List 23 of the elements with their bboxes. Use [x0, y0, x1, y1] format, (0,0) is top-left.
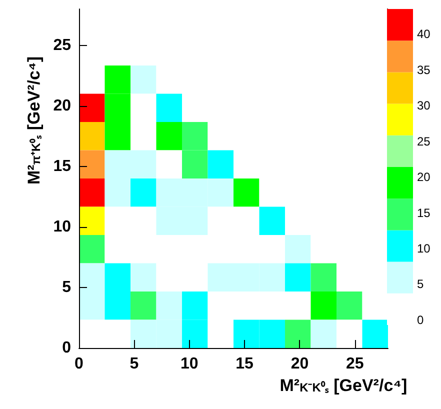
color-bar-label: 40 — [417, 27, 431, 42]
x-axis-title: M²K⁻K⁰ₛ [GeV²/c⁴] — [280, 376, 408, 395]
y-tick-label: 0 — [62, 340, 72, 356]
color-bar-label: 10 — [417, 242, 431, 256]
x-tick-label: 15 — [236, 356, 254, 372]
color-bar-label: 35 — [417, 62, 431, 77]
color-bar-label: 30 — [417, 98, 431, 113]
x-tick-label: 10 — [180, 356, 198, 372]
y-axis-title: M²π⁺K⁰ₛ [GeV²/c⁴] — [24, 56, 44, 184]
color-bar-label: 25 — [417, 134, 431, 148]
y-tick-label: 5 — [62, 278, 72, 296]
y-tick-label: 20 — [53, 97, 72, 114]
x-tick-label: 25 — [346, 356, 364, 372]
color-bar-label: 5 — [417, 277, 424, 292]
y-tick-label: 10 — [53, 218, 72, 236]
y-tick-label: 15 — [53, 158, 72, 175]
x-tick-label: 0 — [74, 356, 84, 372]
x-tick-label: 5 — [130, 356, 139, 372]
color-bar-label: 0 — [417, 312, 424, 327]
color-bar-label: 20 — [417, 170, 431, 184]
y-tick-label: 25 — [53, 36, 72, 54]
color-bar-label: 15 — [417, 206, 431, 220]
x-tick-label: 20 — [290, 356, 309, 372]
